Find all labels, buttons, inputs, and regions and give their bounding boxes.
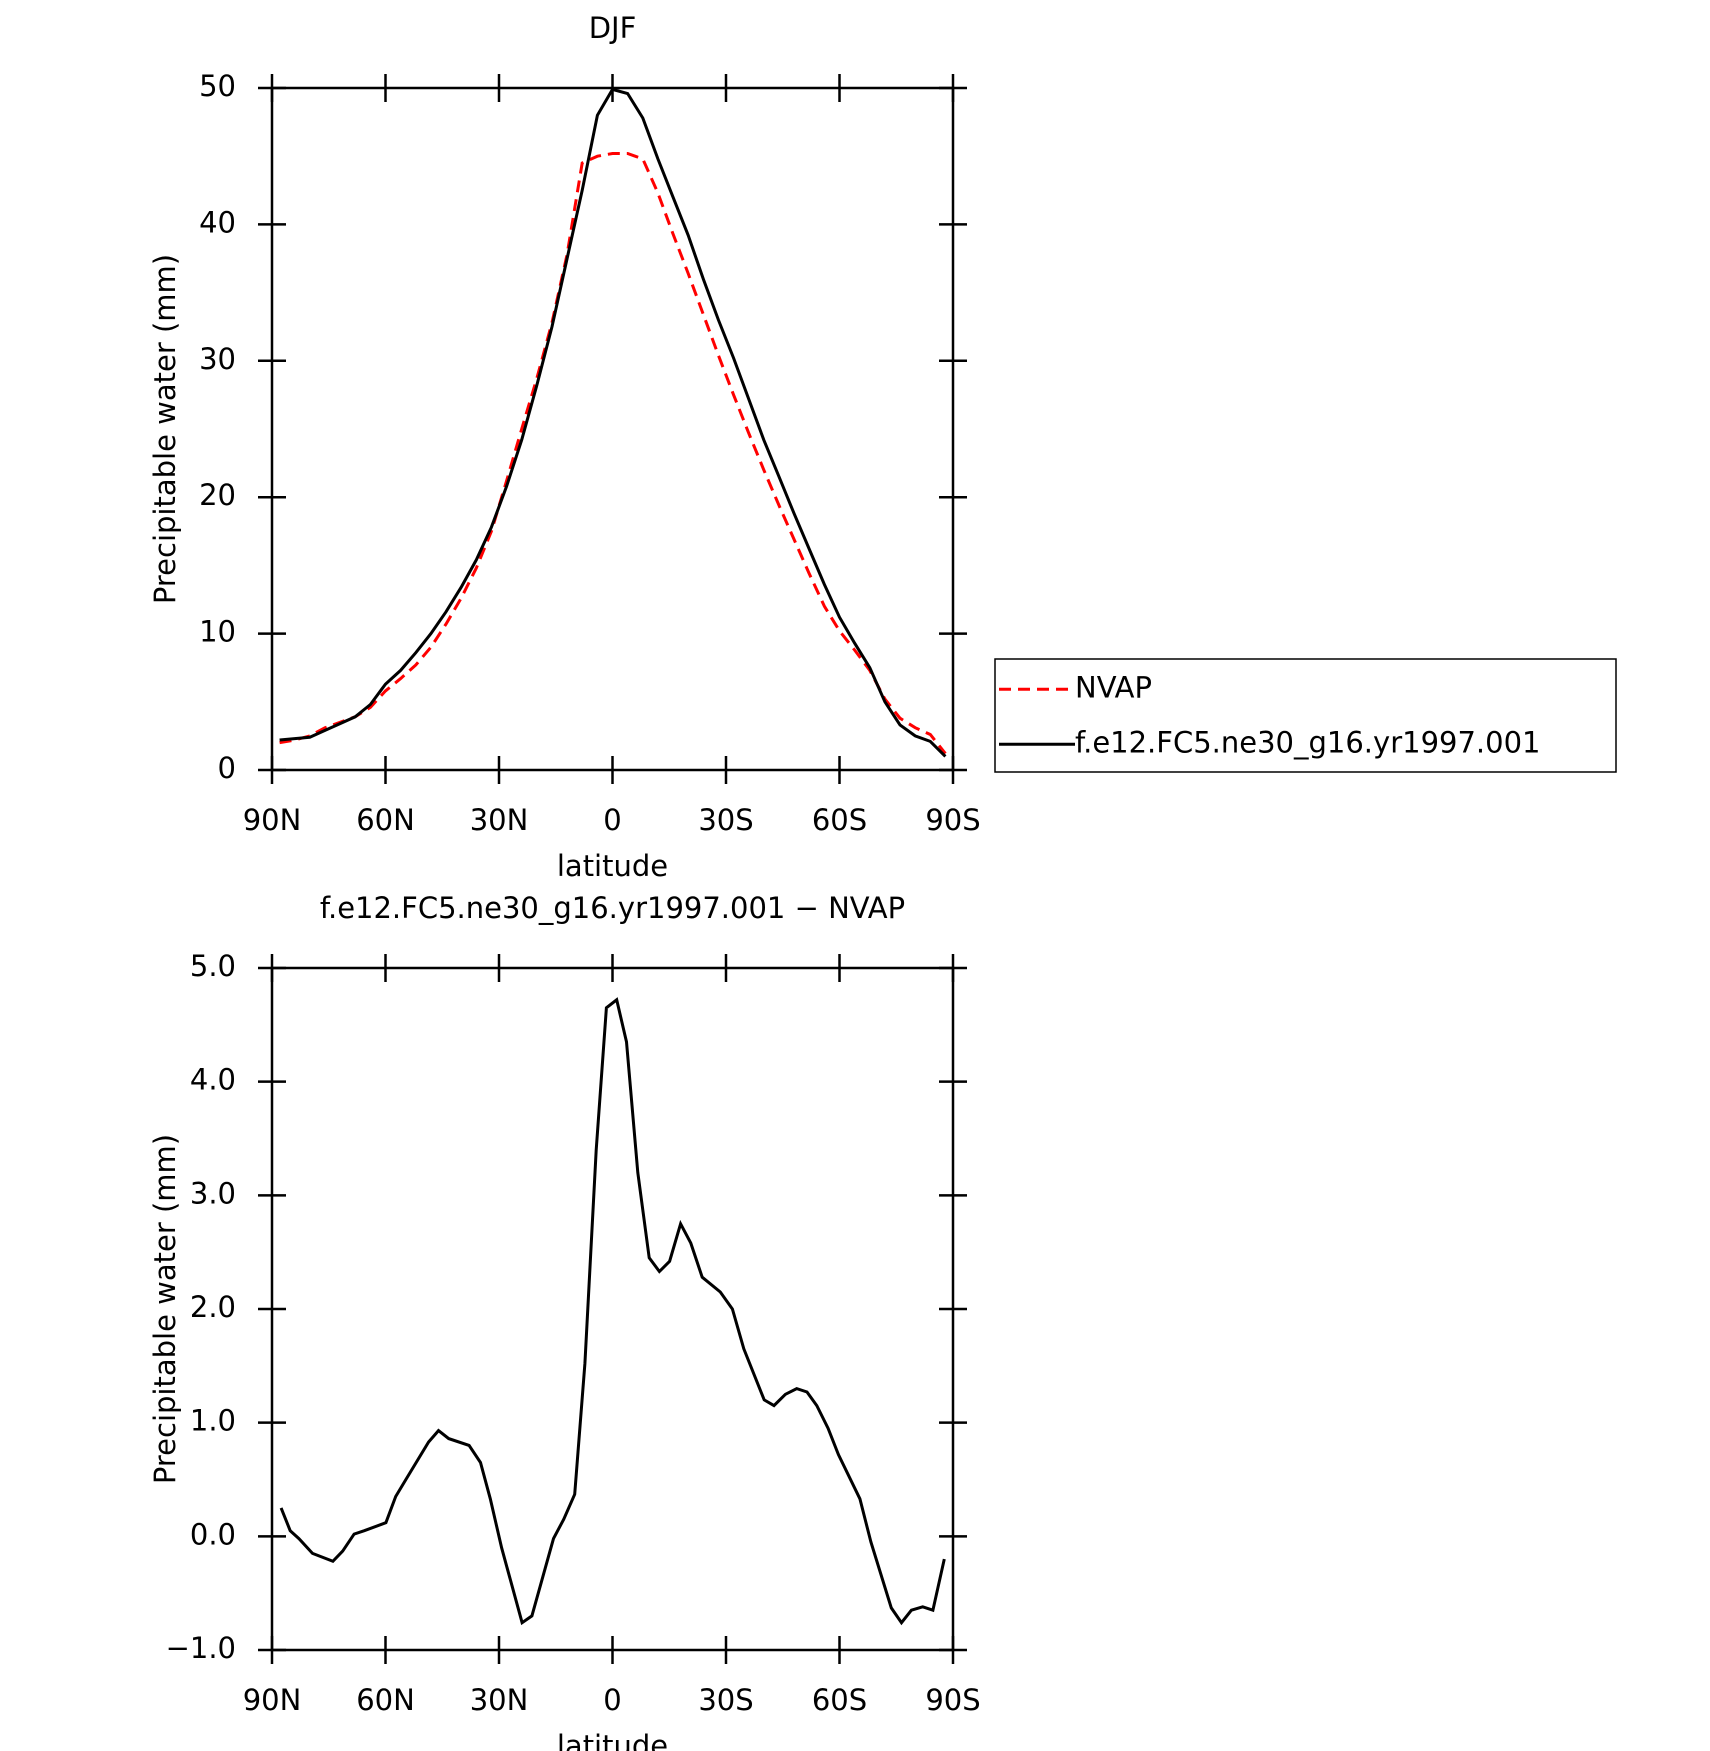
x-tick-label: 60S bbox=[812, 803, 867, 837]
x-tick-label: 60S bbox=[812, 1683, 867, 1717]
y-tick-label: 20 bbox=[199, 478, 236, 512]
x-tick-label: 90S bbox=[925, 803, 980, 837]
y-tick-label: 10 bbox=[199, 615, 236, 649]
x-tick-label: 30N bbox=[470, 1683, 529, 1717]
x-tick-label: 0 bbox=[603, 803, 621, 837]
y-tick-label: 2.0 bbox=[190, 1290, 236, 1324]
y-tick-label: 40 bbox=[199, 205, 236, 239]
y-axis-label: Precipitable water (mm) bbox=[148, 1134, 182, 1484]
chart-title: DJF bbox=[589, 11, 637, 45]
data-line bbox=[279, 152, 947, 755]
y-tick-label: 0.0 bbox=[190, 1517, 236, 1551]
x-tick-label: 90S bbox=[925, 1683, 980, 1717]
y-tick-label: 0 bbox=[218, 751, 236, 785]
x-axis-label: latitude bbox=[557, 849, 668, 883]
x-tick-label: 30N bbox=[470, 803, 529, 837]
x-tick-label: 90N bbox=[243, 803, 302, 837]
x-tick-label: 60N bbox=[356, 803, 415, 837]
y-tick-label: 3.0 bbox=[190, 1176, 236, 1210]
y-axis-label: Precipitable water (mm) bbox=[148, 254, 182, 604]
y-tick-label: 50 bbox=[199, 69, 236, 103]
legend-label: NVAP bbox=[1075, 670, 1152, 704]
chart-title: f.e12.FC5.ne30_g16.yr1997.001 − NVAP bbox=[320, 891, 905, 925]
data-line bbox=[279, 997, 946, 1626]
y-tick-label: 30 bbox=[199, 342, 236, 376]
y-tick-label: 4.0 bbox=[190, 1063, 236, 1097]
x-tick-label: 60N bbox=[356, 1683, 415, 1717]
x-axis-label: latitude bbox=[557, 1729, 668, 1751]
legend-label: f.e12.FC5.ne30_g16.yr1997.001 bbox=[1075, 725, 1541, 759]
x-tick-label: 0 bbox=[603, 1683, 621, 1717]
y-tick-label: −1.0 bbox=[166, 1631, 236, 1665]
legend-box bbox=[994, 658, 1617, 773]
y-tick-label: 1.0 bbox=[190, 1404, 236, 1438]
plot-frame bbox=[270, 966, 955, 1652]
plot-frame bbox=[270, 86, 955, 772]
x-tick-label: 30S bbox=[698, 1683, 753, 1717]
x-tick-label: 30S bbox=[698, 803, 753, 837]
x-tick-label: 90N bbox=[243, 1683, 302, 1717]
data-line bbox=[279, 87, 947, 758]
y-tick-label: 5.0 bbox=[190, 949, 236, 983]
